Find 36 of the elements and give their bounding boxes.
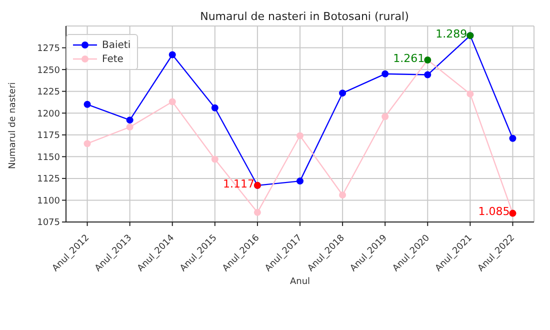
- point: [424, 71, 432, 78]
- point: [296, 132, 304, 140]
- y-tick-label: 1250: [37, 66, 60, 76]
- point: [339, 90, 346, 97]
- legend-label: Baieti: [102, 40, 131, 50]
- y-tick-label: 1225: [37, 88, 60, 98]
- legend-label: Fete: [102, 54, 124, 64]
- y-tick-label: 1200: [37, 109, 60, 120]
- point: [168, 51, 176, 58]
- point: [339, 191, 346, 198]
- point: [211, 156, 218, 163]
- chart-title: Numarul de nasteri in Botosani (rural): [199, 10, 410, 23]
- y-tick-label: 1100: [37, 196, 60, 206]
- point: [84, 140, 91, 148]
- point: [84, 100, 91, 108]
- point: [126, 124, 134, 131]
- y-tick-label: 1075: [37, 218, 60, 228]
- y-tick-label: 1150: [37, 152, 60, 163]
- point: [296, 178, 304, 185]
- x-axis-title: Anul: [290, 277, 310, 287]
- annotation: 1.085: [478, 205, 510, 218]
- y-tick-label: 1275: [37, 44, 60, 54]
- point: [126, 116, 134, 124]
- annotation: 1.117: [222, 177, 254, 190]
- y-tick-label: 1125: [37, 174, 60, 185]
- point: [168, 98, 176, 106]
- point: [509, 134, 516, 142]
- point: [211, 104, 218, 112]
- point: [254, 208, 261, 216]
- point: [466, 90, 474, 98]
- point: [382, 113, 389, 120]
- y-tick-label: 1175: [37, 131, 60, 142]
- annotation: 1.289: [436, 27, 468, 40]
- point: [382, 70, 389, 78]
- annotation: 1.261: [393, 52, 425, 65]
- y-axis-title: Numarul de nasteri: [8, 82, 18, 169]
